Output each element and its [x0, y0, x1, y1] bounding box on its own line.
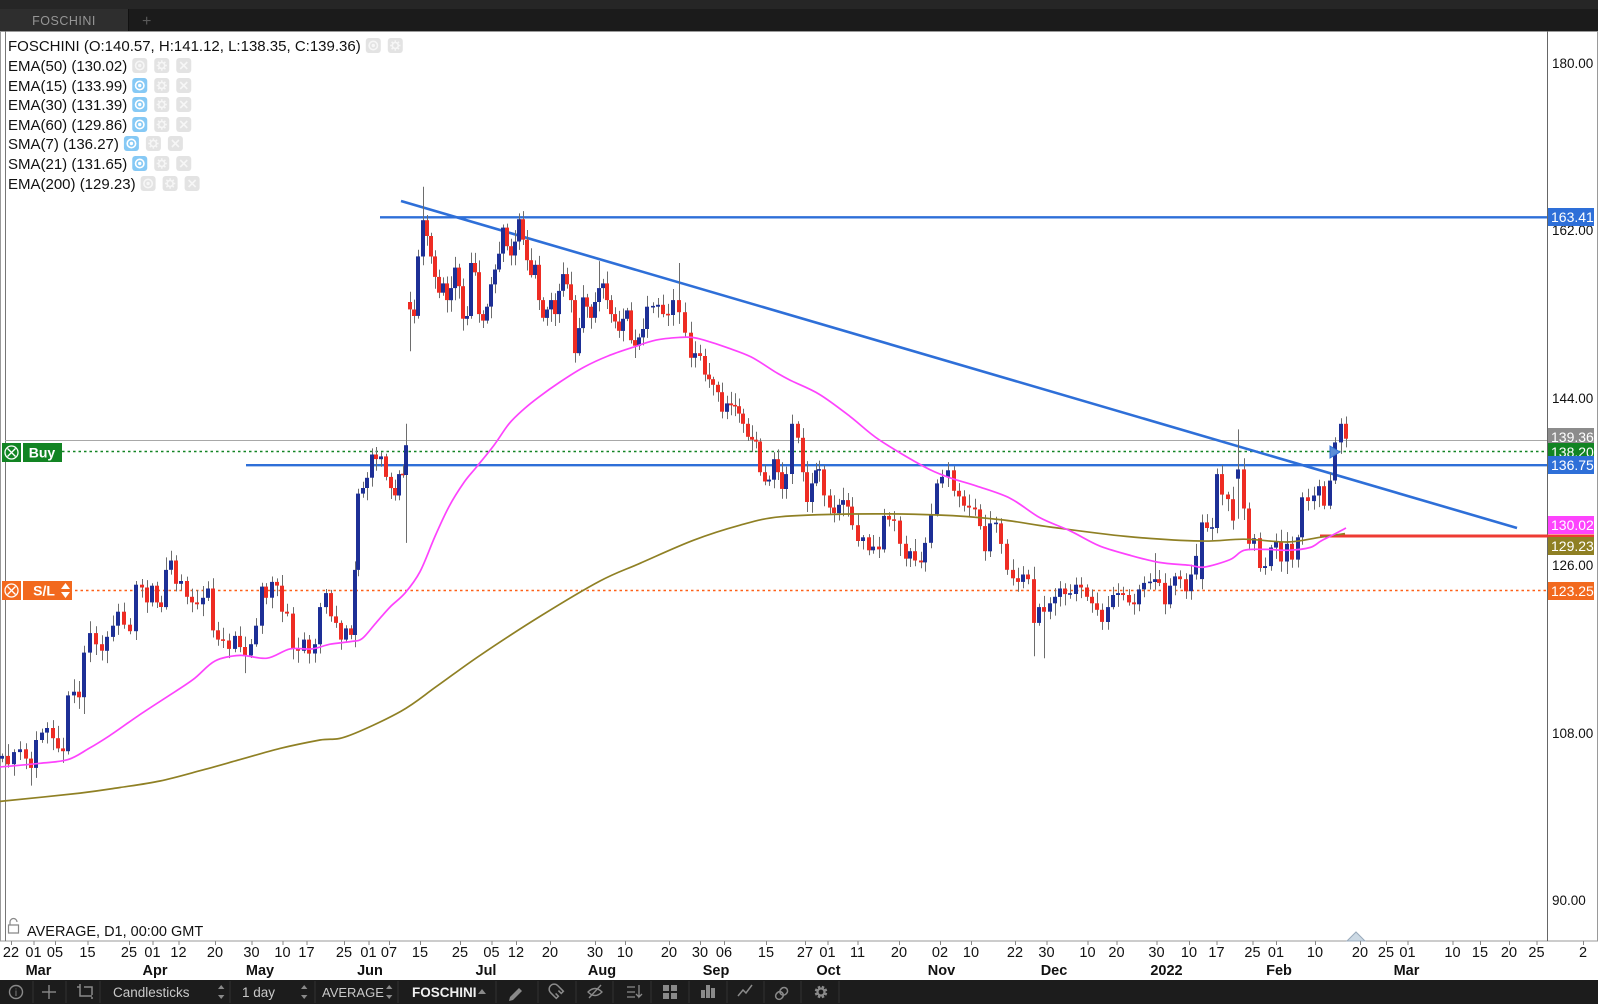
svg-text:25: 25	[336, 945, 352, 961]
svg-text:02: 02	[932, 945, 948, 961]
svg-text:EMA(15) (133.99): EMA(15) (133.99)	[8, 78, 127, 95]
svg-text:126.00: 126.00	[1552, 558, 1593, 573]
svg-text:22: 22	[1007, 945, 1023, 961]
svg-text:136.75: 136.75	[1551, 457, 1594, 473]
svg-text:30: 30	[692, 945, 708, 961]
svg-text:Buy: Buy	[29, 445, 56, 461]
svg-text:130.02: 130.02	[1551, 517, 1594, 533]
svg-text:11: 11	[850, 945, 865, 961]
svg-text:01: 01	[144, 945, 160, 961]
svg-text:07: 07	[381, 945, 397, 961]
svg-text:30: 30	[243, 945, 259, 961]
svg-text:01: 01	[25, 945, 41, 961]
svg-text:15: 15	[79, 945, 95, 961]
svg-text:S/L: S/L	[33, 583, 55, 599]
svg-text:05: 05	[47, 945, 63, 961]
svg-text:139.36: 139.36	[1551, 429, 1594, 445]
svg-text:SMA(7) (136.27): SMA(7) (136.27)	[8, 136, 119, 153]
svg-text:SMA(21) (131.65): SMA(21) (131.65)	[8, 156, 127, 173]
svg-text:20: 20	[542, 945, 558, 961]
svg-text:05: 05	[483, 945, 499, 961]
svg-text:15: 15	[412, 945, 428, 961]
svg-text:25: 25	[121, 945, 137, 961]
svg-text:Apr: Apr	[143, 963, 168, 979]
svg-text:30: 30	[1038, 945, 1054, 961]
svg-text:Candlesticks: Candlesticks	[113, 985, 190, 1000]
svg-text:25: 25	[452, 945, 468, 961]
svg-text:1 day: 1 day	[242, 985, 275, 1000]
svg-text:17: 17	[1208, 945, 1224, 961]
svg-text:2: 2	[1579, 945, 1587, 961]
svg-text:Feb: Feb	[1266, 963, 1292, 979]
svg-text:20: 20	[207, 945, 223, 961]
svg-text:10: 10	[274, 945, 290, 961]
svg-text:162.00: 162.00	[1552, 223, 1593, 238]
svg-text:Jul: Jul	[476, 963, 497, 979]
svg-text:25: 25	[1378, 945, 1394, 961]
svg-text:01: 01	[819, 945, 835, 961]
svg-text:144.00: 144.00	[1552, 391, 1593, 406]
svg-text:25: 25	[1244, 945, 1260, 961]
svg-text:Jun: Jun	[357, 963, 383, 979]
svg-text:10: 10	[1307, 945, 1323, 961]
svg-text:EMA(50) (130.02): EMA(50) (130.02)	[8, 58, 127, 75]
svg-text:12: 12	[508, 945, 524, 961]
svg-text:10: 10	[963, 945, 979, 961]
svg-text:10: 10	[1444, 945, 1460, 961]
svg-text:20: 20	[891, 945, 907, 961]
svg-text:27: 27	[797, 945, 813, 961]
svg-text:Mar: Mar	[26, 963, 52, 979]
svg-text:15: 15	[758, 945, 774, 961]
svg-text:90.00: 90.00	[1552, 893, 1586, 908]
svg-text:Aug: Aug	[588, 963, 616, 979]
svg-text:123.25: 123.25	[1551, 583, 1594, 599]
svg-text:01: 01	[1399, 945, 1415, 961]
svg-text:20: 20	[661, 945, 677, 961]
svg-text:Nov: Nov	[928, 963, 955, 979]
svg-text:10: 10	[1181, 945, 1197, 961]
svg-text:Mar: Mar	[1394, 963, 1420, 979]
svg-text:AVERAGE: AVERAGE	[322, 985, 384, 1000]
svg-text:06: 06	[716, 945, 732, 961]
svg-text:180.00: 180.00	[1552, 56, 1593, 71]
svg-text:EMA(30) (131.39): EMA(30) (131.39)	[8, 97, 127, 114]
svg-text:EMA(200) (129.23): EMA(200) (129.23)	[8, 176, 136, 193]
svg-text:20: 20	[1352, 945, 1368, 961]
svg-text:108.00: 108.00	[1552, 726, 1593, 741]
svg-text:17: 17	[298, 945, 314, 961]
svg-text:30: 30	[1148, 945, 1164, 961]
svg-text:01: 01	[1268, 945, 1284, 961]
svg-text:2022: 2022	[1150, 963, 1182, 979]
svg-text:20: 20	[1501, 945, 1517, 961]
svg-text:EMA(60) (129.86): EMA(60) (129.86)	[8, 117, 127, 134]
svg-text:Sep: Sep	[703, 963, 730, 979]
svg-text:10: 10	[1079, 945, 1095, 961]
svg-text:AVERAGE, D1, 00:00 GMT: AVERAGE, D1, 00:00 GMT	[27, 924, 203, 940]
svg-text:FOSCHINI: FOSCHINI	[32, 14, 96, 28]
svg-text:Oct: Oct	[816, 963, 840, 979]
svg-text:+: +	[142, 13, 151, 30]
svg-text:Dec: Dec	[1041, 963, 1068, 979]
svg-text:129.23: 129.23	[1551, 538, 1594, 554]
svg-text:30: 30	[587, 945, 603, 961]
svg-text:22: 22	[3, 945, 19, 961]
svg-text:FOSCHINI (O:140.57, H:141.12,: FOSCHINI (O:140.57, H:141.12, L:138.35, …	[8, 38, 361, 55]
svg-text:12: 12	[170, 945, 186, 961]
svg-text:25: 25	[1528, 945, 1544, 961]
svg-text:01: 01	[360, 945, 376, 961]
svg-text:FOSCHINI: FOSCHINI	[412, 985, 477, 1000]
svg-text:15: 15	[1472, 945, 1488, 961]
svg-text:163.41: 163.41	[1551, 209, 1594, 225]
svg-text:i: i	[15, 988, 17, 999]
svg-text:May: May	[246, 963, 274, 979]
svg-text:10: 10	[617, 945, 633, 961]
svg-text:20: 20	[1108, 945, 1124, 961]
